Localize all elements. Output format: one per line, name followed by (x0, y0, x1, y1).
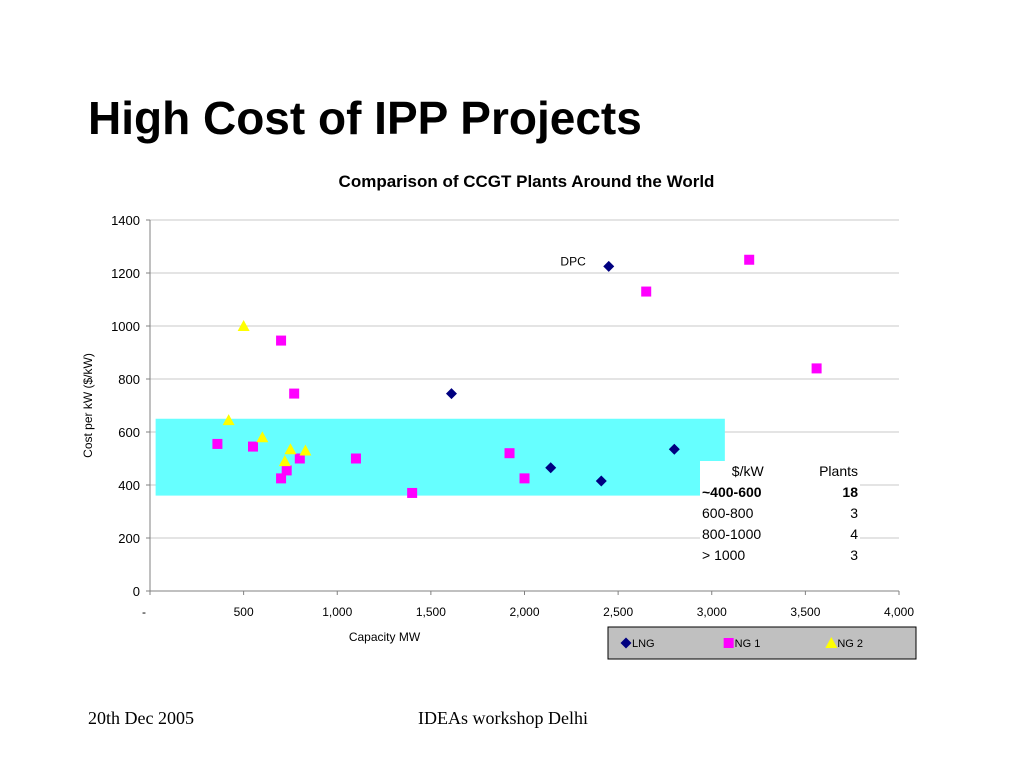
ng-1-point (276, 473, 287, 484)
x-tick-label: 2,000 (509, 605, 539, 619)
legend-diamond-icon (620, 637, 632, 649)
x-tick-label: 500 (234, 605, 254, 619)
summary-range: ~400-600 (702, 484, 762, 500)
footer-date: 20th Dec 2005 (88, 708, 194, 728)
dpc-annotation: DPC (560, 254, 586, 268)
ng-1-point (519, 473, 530, 484)
y-tick-label: 600 (118, 425, 140, 440)
y-tick-label: 0 (133, 584, 140, 599)
cost-summary-table: $/kW Plants ~400-600 18 600-800 3 800-10… (700, 461, 860, 566)
lng-point (545, 462, 557, 474)
y-tick-label: 1200 (111, 266, 140, 281)
ng-2-point (284, 443, 297, 455)
ng-1-point (281, 465, 292, 476)
lng-point (445, 388, 457, 400)
y-tick-label: 1000 (111, 319, 140, 334)
lng-point (603, 260, 615, 272)
ng-2-point (278, 455, 291, 467)
summary-plants: 3 (850, 505, 858, 521)
summary-table-header-row: $/kW Plants (700, 461, 860, 482)
ng-1-point (212, 438, 223, 449)
summary-table-row: > 1000 3 (700, 545, 860, 566)
ng-1-point (289, 388, 300, 399)
ng-1-point (276, 335, 287, 346)
footer-event: IDEAs workshop Delhi (418, 708, 588, 728)
summary-plants: 18 (842, 484, 858, 500)
summary-table-row: 600-800 3 (700, 503, 860, 524)
summary-plants: 3 (850, 547, 858, 563)
x-tick-label: 1,000 (322, 605, 352, 619)
x-axis-title: Capacity MW (349, 630, 421, 644)
ng-1-point (407, 487, 418, 498)
ng-1-point (350, 453, 361, 464)
x-tick-label: 3,500 (790, 605, 820, 619)
legend-box (607, 626, 917, 660)
ng-2-point (256, 431, 269, 443)
y-tick-label: 1400 (111, 213, 140, 228)
summary-header-cost: $/kW (731, 463, 764, 479)
ng-1-point (504, 448, 515, 459)
highlight-band (155, 418, 725, 496)
ng-1-point (641, 286, 652, 297)
y-axis-title: Cost per kW ($/kW) (81, 353, 95, 458)
slide-title: High Cost of IPP Projects (88, 92, 642, 144)
summary-range: 800-1000 (702, 526, 762, 542)
summary-header-plants: Plants (819, 463, 858, 479)
legend-label: NG 2 (837, 638, 863, 650)
summary-range: 600-800 (702, 505, 754, 521)
summary-range: > 1000 (702, 547, 746, 563)
summary-table-row: 800-1000 4 (700, 524, 860, 545)
ng-2-point (222, 414, 235, 426)
lng-point (595, 475, 607, 487)
ng-1-point (294, 453, 305, 464)
legend-label: LNG (632, 638, 655, 650)
x-tick-label: 2,500 (603, 605, 633, 619)
y-tick-label: 200 (118, 531, 140, 546)
y-tick-label: 400 (118, 478, 140, 493)
legend-label: NG 1 (735, 638, 761, 650)
y-tick-label: 800 (118, 372, 140, 387)
x-tick-label: 4,000 (884, 605, 914, 619)
ng-2-point (237, 320, 250, 331)
legend-triangle-icon (825, 637, 838, 648)
legend-square-icon (723, 638, 734, 648)
summary-plants: 4 (850, 526, 858, 542)
lng-point (668, 443, 680, 455)
x-tick-label: 3,000 (697, 605, 727, 619)
ng-2-point (299, 444, 312, 456)
x-tick-label: - (142, 605, 146, 619)
ng-1-point (811, 363, 822, 374)
ng-1-point (744, 254, 755, 265)
ng-1-point (247, 441, 258, 452)
x-tick-label: 1,500 (416, 605, 446, 619)
summary-table-row: ~400-600 18 (700, 482, 860, 503)
chart-title: Comparison of CCGT Plants Around the Wor… (339, 172, 715, 191)
